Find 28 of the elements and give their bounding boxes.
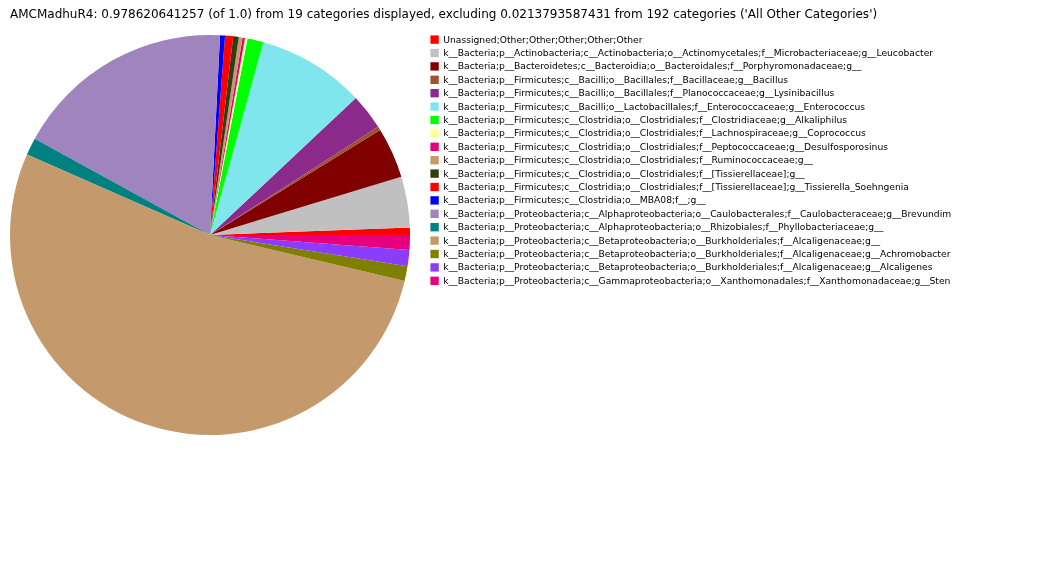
legend-label: k__Bacteria;p__Firmicutes;c__Clostridia;o__Clostridiales;f__Clostridiaceae;g__Alkaliphilus bbox=[443, 114, 848, 125]
legend-label: k__Bacteria;p__Firmicutes;c__Clostridia;o__Clostridiales;f__Lachnospiraceae;g__Coprococcus bbox=[443, 127, 867, 139]
legend-label: k__Bacteria;p__Bacteroidetes;c__Bacteroidia;o__Bacteroidales;f__Porphyromonadaceae;g__ bbox=[443, 60, 862, 72]
legend-label: k__Bacteria;p__Firmicutes;c__Bacilli;o__Bacillales;f__Planococcaceae;g__Lysinibacillus bbox=[443, 87, 835, 99]
legend-label: k__Bacteria;p__Proteobacteria;c__Alphaproteobacteria;o__Caulobacterales;f__Caulobacteraceae;g__Brevundim bbox=[443, 207, 952, 219]
pie-slice bbox=[210, 42, 356, 235]
pie-slice bbox=[34, 35, 221, 235]
pie-slice bbox=[210, 176, 410, 235]
legend-label: k__Bacteria;p__Firmicutes;c__Bacilli;o__Lactobacillales;f__Enterococcaceae;g__Enterococcus bbox=[443, 100, 866, 112]
legend-label: k__Bacteria;p__Actinobacteria;c__Actinobacteria;o__Actinomycetales;f__Microbacteriaceae;g__Leucobacter bbox=[443, 47, 934, 58]
legend-label: k__Bacteria;p__Firmicutes;c__Clostridia;o__Clostridiales;f__Ruminococcaceae;g__ bbox=[443, 154, 814, 166]
legend-label: k__Bacteria;p__Firmicutes;c__Clostridia;o__Clostridiales;f__Peptococcaceae;g__Desulfosporosinus bbox=[443, 140, 889, 152]
pie-slice bbox=[210, 38, 264, 235]
pie-slice bbox=[10, 154, 405, 435]
legend-label: k__Bacteria;p__Firmicutes;c__Clostridia;o__MBA08;f__;g__ bbox=[443, 194, 707, 206]
legend-label: k__Bacteria;p__Proteobacteria;c__Betaproteobacteria;o__Burkholderiales;f__Alcaligenaceae;g__ bbox=[443, 234, 881, 246]
pie-slice bbox=[210, 235, 410, 267]
legend-label: k__Bacteria;p__Firmicutes;c__Clostridia;o__Clostridiales;f__[Tissierellaceae];g__Tissierella_Soehngenia bbox=[443, 181, 909, 192]
pie-slice bbox=[210, 98, 379, 235]
legend-label: k__Bacteria;p__Proteobacteria;c__Alphaproteobacteria;o__Rhizobiales;f__Phyllobacteriaceae;g__ bbox=[443, 221, 884, 233]
legend-label: k__Bacteria;p__Firmicutes;c__Clostridia;o__Clostridiales;f__[Tissierellaceae];g__ bbox=[443, 167, 805, 179]
legend-label: Unassigned;Other;Other;Other;Other;Other bbox=[443, 33, 643, 45]
legend-label: k__Bacteria;p__Proteobacteria;c__Betaproteobacteria;o__Burkholderiales;f__Alcaligenaceae;g__Alcaligenes bbox=[443, 261, 933, 273]
chart-title: AMCMadhuR4: 0.978620641257 (of 1.0) from 19 categories displayed, excluding 0.0213793587431 from 192 categories ('All Other Categories') bbox=[10, 7, 878, 21]
legend-label: k__Bacteria;p__Proteobacteria;c__Gammaproteobacteria;o__Xanthomonadales;f__Xanthomonadaceae;g__Sten bbox=[443, 274, 951, 286]
legend-label: k__Bacteria;p__Proteobacteria;c__Betaproteobacteria;o__Burkholderiales;f__Alcaligenaceae;g__Achromobacter bbox=[443, 248, 951, 259]
legend-label: k__Bacteria;p__Firmicutes;c__Bacilli;o__Bacillales;f__Bacillaceae;g__Bacillus bbox=[443, 73, 789, 85]
pie-slice bbox=[210, 235, 408, 282]
